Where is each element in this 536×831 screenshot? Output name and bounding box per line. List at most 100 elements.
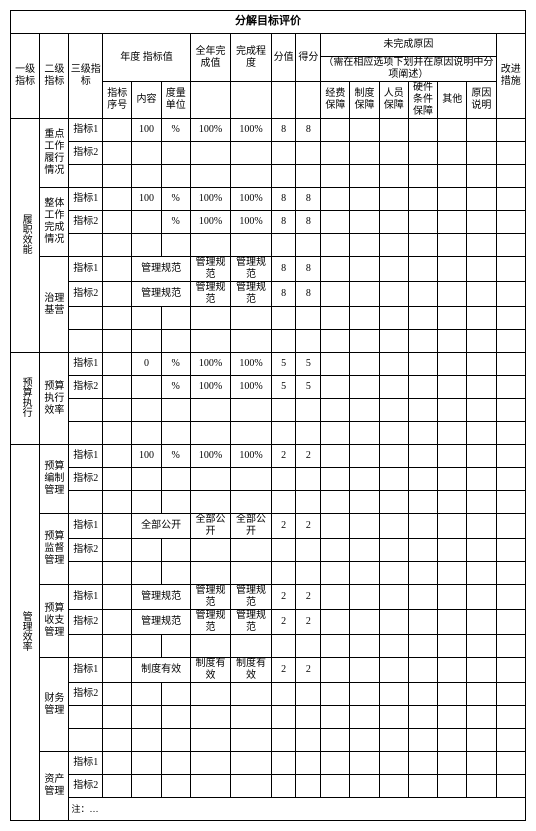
cell: 全部公开: [132, 514, 190, 539]
cell: 管理规范: [132, 610, 190, 635]
hdr-completion: 完成程度: [231, 34, 271, 82]
cell: %: [161, 445, 190, 468]
hdr-score: 分值: [271, 34, 296, 82]
l3: 指标1: [69, 445, 103, 468]
hdr-r4: 硬件条件保障: [408, 82, 437, 119]
cell: 管理规范: [190, 585, 230, 610]
cell: %: [161, 188, 190, 211]
cell: 全部公开: [231, 514, 271, 539]
l2-c3: 预算收支管理: [40, 585, 69, 658]
l3: 指标1: [69, 188, 103, 211]
hdr-l2: 二级指标: [40, 34, 69, 119]
cell: %: [161, 211, 190, 234]
hdr-unit: 度量单位: [161, 82, 190, 119]
cell: 管理规范: [132, 282, 190, 307]
cell: 100%: [231, 211, 271, 234]
cell: 100%: [231, 376, 271, 399]
l1-c: 管理效率: [11, 445, 40, 821]
cell: 2: [271, 445, 296, 468]
cell: 100: [132, 188, 161, 211]
cell: 管理规范: [190, 282, 230, 307]
l3: 指标1: [69, 353, 103, 376]
cell: 5: [271, 353, 296, 376]
cell: 8: [271, 211, 296, 234]
cell: 2: [271, 610, 296, 635]
cell: 100%: [231, 119, 271, 142]
cell: 5: [296, 376, 321, 399]
footnote: 注：…: [69, 798, 526, 821]
cell: 8: [296, 282, 321, 307]
cell: 管理规范: [132, 585, 190, 610]
cell: 2: [296, 585, 321, 610]
cell: 2: [271, 585, 296, 610]
l1-a: 履职效能: [11, 119, 40, 353]
cell: 0: [132, 353, 161, 376]
cell: 100%: [231, 353, 271, 376]
hdr-content: 内容: [132, 82, 161, 119]
cell: 8: [296, 188, 321, 211]
cell: 8: [271, 188, 296, 211]
cell: 2: [296, 514, 321, 539]
cell: 100%: [190, 353, 230, 376]
hdr-l3: 三级指标: [69, 34, 103, 119]
hdr-r2: 制度保障: [350, 82, 379, 119]
table-title: 分解目标评价: [11, 11, 526, 34]
hdr-notdone-sub: （需在相应选项下划并在原因说明中分项阐述）: [321, 57, 496, 82]
cell: 制度有效: [231, 658, 271, 683]
cell: 100%: [190, 119, 230, 142]
hdr-seq: 指标序号: [103, 82, 132, 119]
hdr-year-target: 年度 指标值: [103, 34, 191, 82]
l3: 指标2: [69, 211, 103, 234]
l3: 指标1: [69, 514, 103, 539]
cell: 100: [132, 119, 161, 142]
l3: 指标2: [69, 282, 103, 307]
hdr-r3: 人员保障: [379, 82, 408, 119]
cell: 管理规范: [132, 257, 190, 282]
cell: %: [161, 119, 190, 142]
cell: 8: [296, 119, 321, 142]
cell: [132, 211, 161, 234]
cell: 8: [296, 257, 321, 282]
l2-c4: 财务管理: [40, 658, 69, 752]
cell: 管理规范: [190, 257, 230, 282]
hdr-l1: 一级指标: [11, 34, 40, 119]
cell: 100%: [190, 376, 230, 399]
l2-c2: 预算监督管理: [40, 514, 69, 585]
l3: 指标2: [69, 539, 103, 562]
l3: 指标1: [69, 658, 103, 683]
l3: 指标2: [69, 468, 103, 491]
l3: 指标2: [69, 610, 103, 635]
l2-b1: 预算执行效率: [40, 353, 69, 445]
cell: 8: [271, 282, 296, 307]
cell: 100%: [190, 445, 230, 468]
cell: 100%: [231, 188, 271, 211]
cell: 100%: [190, 188, 230, 211]
cell: 8: [296, 211, 321, 234]
cell: 8: [271, 119, 296, 142]
hdr-improve: 改进措施: [496, 34, 525, 119]
l3: 指标2: [69, 142, 103, 165]
cell: 100: [132, 445, 161, 468]
cell: 100%: [190, 211, 230, 234]
cell: 管理规范: [231, 257, 271, 282]
l3: 指标2: [69, 683, 103, 706]
hdr-got: 得分: [296, 34, 321, 82]
cell: 2: [271, 514, 296, 539]
l3: 指标1: [69, 257, 103, 282]
cell: 2: [296, 658, 321, 683]
l3: 指标1: [69, 752, 103, 775]
hdr-full-year: 全年完成值: [190, 34, 230, 82]
l2-a3: 治理基营: [40, 257, 69, 353]
l1-b: 预算执行: [11, 353, 40, 445]
l3: 指标2: [69, 376, 103, 399]
cell: %: [161, 353, 190, 376]
cell: 5: [296, 353, 321, 376]
cell: 制度有效: [190, 658, 230, 683]
cell: 管理规范: [231, 282, 271, 307]
cell: 管理规范: [231, 610, 271, 635]
hdr-r6: 原因说明: [467, 82, 496, 119]
l3: 指标1: [69, 119, 103, 142]
l2-c1: 预算编制管理: [40, 445, 69, 514]
cell: 2: [296, 445, 321, 468]
hdr-notdone: 未完成原因: [321, 34, 496, 57]
